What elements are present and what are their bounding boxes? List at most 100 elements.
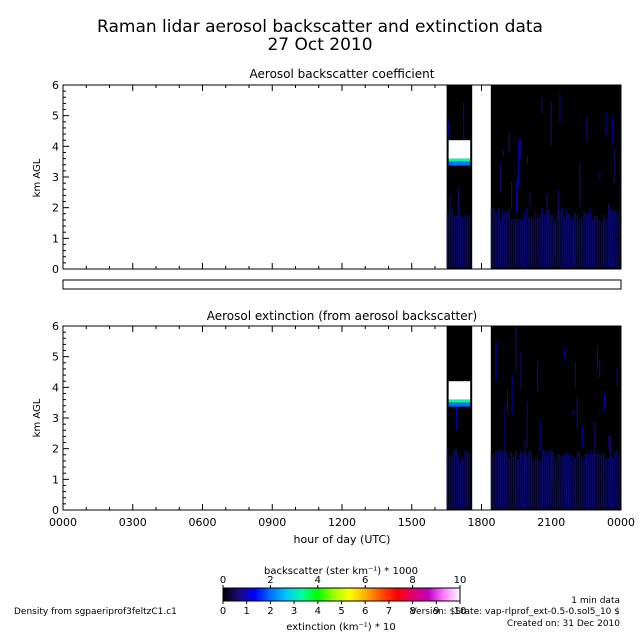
signal-streak bbox=[546, 193, 548, 220]
boundary-layer bbox=[559, 210, 561, 268]
boundary-layer bbox=[600, 453, 603, 509]
signal-streak bbox=[603, 392, 605, 411]
figure-title: Raman lidar aerosol backscatter and exti… bbox=[97, 17, 543, 37]
colorbar: 0 2 4 6 8 10 0 1 2 3 4 5 6 7 8 9 10 bbox=[220, 575, 467, 617]
boundary-layer bbox=[556, 217, 559, 268]
boundary-layer bbox=[578, 218, 581, 268]
signal-streak bbox=[599, 171, 601, 182]
boundary-layer bbox=[499, 450, 502, 509]
boundary-layer bbox=[570, 456, 572, 509]
x-tick-label: 0000 bbox=[607, 516, 635, 529]
y-tick-label: 1 bbox=[52, 473, 59, 486]
colorbar-top-tick-label: 4 bbox=[315, 575, 321, 586]
boundary-layer bbox=[501, 451, 504, 509]
cloud-edge bbox=[448, 399, 471, 403]
x-tick-label: 0900 bbox=[258, 516, 286, 529]
boundary-layer bbox=[495, 211, 497, 268]
x-tick-label: 0600 bbox=[189, 516, 217, 529]
boundary-layer bbox=[526, 455, 528, 509]
x-tick-label: 0300 bbox=[119, 516, 147, 529]
extinction-panel: 0 1 2 3 4 5 6 0000 0300 0600 0900 1200 1500 1800 2100 0… bbox=[49, 320, 635, 529]
footer-source: Density from sgpaeriprof3feltzC1.c1 bbox=[14, 607, 177, 617]
signal-streak bbox=[541, 97, 543, 114]
signal-streak bbox=[510, 180, 513, 209]
boundary-layer bbox=[596, 453, 598, 509]
boundary-layer bbox=[607, 458, 609, 509]
boundary-layer bbox=[574, 457, 576, 509]
colorbar-bottom-tick-label: 7 bbox=[386, 606, 392, 617]
boundary-layer bbox=[462, 218, 464, 268]
boundary-layer bbox=[583, 457, 585, 509]
signal-streak bbox=[616, 368, 618, 386]
colorbar-top-tick-label: 6 bbox=[362, 575, 368, 586]
cloud-layer bbox=[448, 381, 471, 400]
signal-streak bbox=[605, 111, 607, 136]
boundary-layer bbox=[541, 453, 543, 509]
signal-streak bbox=[579, 163, 581, 208]
boundary-layer bbox=[574, 212, 576, 268]
boundary-layer bbox=[541, 207, 543, 268]
boundary-layer bbox=[466, 214, 469, 268]
boundary-layer bbox=[506, 452, 508, 509]
boundary-layer bbox=[561, 207, 563, 268]
x-axis-label: hour of day (UTC) bbox=[294, 533, 391, 546]
boundary-layer bbox=[585, 453, 587, 509]
colorbar-bottom-tick-label: 9 bbox=[433, 606, 439, 617]
y-tick-label: 2 bbox=[52, 202, 59, 215]
boundary-layer bbox=[528, 451, 530, 509]
signal-streak bbox=[526, 401, 528, 449]
boundary-layer bbox=[548, 450, 550, 509]
boundary-layer bbox=[581, 216, 583, 268]
boundary-layer bbox=[583, 212, 585, 268]
y-tick-label: 4 bbox=[52, 140, 59, 153]
y-tick-label: 3 bbox=[52, 171, 59, 184]
boundary-layer bbox=[537, 458, 539, 509]
boundary-layer bbox=[510, 452, 513, 509]
signal-streak bbox=[612, 116, 614, 145]
boundary-layer bbox=[567, 213, 570, 268]
boundary-layer bbox=[563, 218, 565, 268]
boundary-layer bbox=[490, 208, 493, 268]
boundary-layer bbox=[545, 211, 548, 268]
signal-streak bbox=[455, 404, 458, 431]
boundary-layer bbox=[587, 214, 590, 268]
boundary-layer bbox=[572, 454, 574, 509]
boundary-layer bbox=[598, 453, 601, 509]
boundary-layer bbox=[587, 454, 590, 509]
boundary-layer bbox=[515, 218, 517, 268]
boundary-layer bbox=[548, 210, 550, 268]
boundary-layer bbox=[497, 450, 499, 509]
colorbar-top-tick-label: 2 bbox=[267, 575, 273, 586]
signal-streak bbox=[537, 360, 539, 392]
x-tick-label: 0000 bbox=[49, 516, 77, 529]
signal-streak bbox=[572, 409, 574, 416]
boundary-layer bbox=[457, 209, 460, 268]
backscatter-panel-title: Aerosol backscatter coefficient bbox=[250, 67, 435, 81]
boundary-layer bbox=[521, 219, 524, 268]
cloud-layer bbox=[448, 140, 471, 159]
signal-streak bbox=[594, 421, 596, 458]
signal-streak bbox=[506, 389, 509, 413]
boundary-layer bbox=[517, 218, 519, 268]
signal-streak bbox=[515, 181, 518, 214]
signal-streak bbox=[574, 361, 576, 388]
boundary-layer bbox=[603, 453, 605, 509]
boundary-layer bbox=[594, 457, 596, 509]
boundary-layer bbox=[554, 219, 557, 268]
boundary-layer bbox=[581, 457, 583, 509]
boundary-layer bbox=[530, 450, 532, 509]
boundary-layer bbox=[512, 218, 515, 268]
boundary-layer bbox=[464, 216, 466, 268]
boundary-layer bbox=[596, 216, 598, 268]
y-tick-label: 0 bbox=[52, 504, 59, 517]
boundary-layer bbox=[523, 212, 526, 268]
boundary-layer bbox=[501, 210, 504, 268]
boundary-layer bbox=[539, 214, 541, 268]
boundary-layer bbox=[550, 450, 552, 509]
signal-streak bbox=[557, 190, 559, 220]
y-tick-label: 3 bbox=[52, 412, 59, 425]
signal-streak bbox=[447, 120, 449, 138]
boundary-layer bbox=[504, 449, 506, 509]
signal-streak bbox=[499, 163, 502, 193]
boundary-layer bbox=[616, 214, 618, 268]
